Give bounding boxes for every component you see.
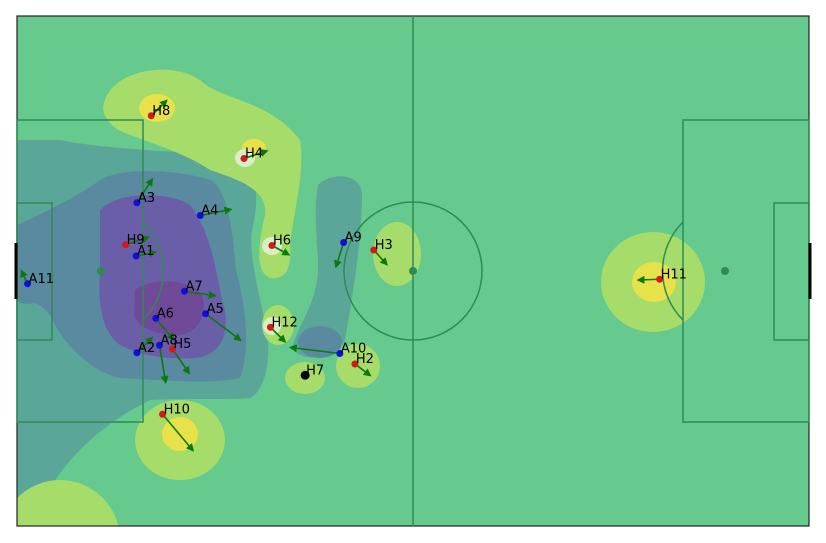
player-label-a6: A6 — [157, 306, 174, 321]
player-label-a2: A2 — [138, 341, 155, 356]
player-label-a4: A4 — [201, 204, 218, 219]
player-marker-h9 — [122, 241, 130, 249]
player-label-a3: A3 — [138, 191, 155, 206]
player-marker-a8 — [156, 341, 164, 349]
velocity-arrow-h8 — [150, 99, 168, 117]
player-label-h3: H3 — [375, 238, 393, 253]
player-label-a9: A9 — [345, 231, 362, 246]
player-label-a7: A7 — [185, 279, 202, 294]
player-marker-h10 — [159, 410, 167, 418]
velocity-arrow-h11 — [636, 275, 660, 284]
player-label-h10: H10 — [164, 402, 190, 417]
player-marker-h12 — [266, 323, 274, 331]
player-label-h7: H7 — [306, 363, 324, 378]
player-label-h5: H5 — [173, 337, 191, 352]
player-label-a1: A1 — [137, 244, 154, 259]
player-marker-a2 — [133, 349, 141, 357]
left-penalty-spot — [97, 267, 105, 275]
field-region-core — [134, 281, 204, 336]
right-penalty-spot — [721, 267, 729, 275]
player-label-a11: A11 — [29, 272, 54, 287]
player-marker-h3 — [370, 246, 378, 254]
field-region-bottom-left — [17, 480, 119, 526]
ball-marker — [300, 370, 310, 380]
player-label-h2: H2 — [356, 352, 374, 367]
velocity-arrow-a10 — [288, 344, 340, 355]
velocity-arrow-a3 — [136, 177, 154, 204]
velocity-arrow-a9 — [334, 242, 345, 269]
player-marker-h11 — [656, 275, 664, 283]
player-marker-a7 — [180, 287, 188, 295]
player-label-h11: H11 — [661, 267, 687, 282]
field-region-channel — [292, 176, 362, 358]
player-marker-h5 — [168, 345, 176, 353]
field-region-h8-h4 — [103, 69, 302, 279]
player-label-h9: H9 — [127, 233, 145, 248]
right-penalty-arc — [661, 221, 684, 321]
player-marker-a6 — [152, 314, 160, 322]
player-label-h6: H6 — [273, 234, 291, 249]
player-label-h12: H12 — [271, 315, 297, 330]
velocity-arrow-a8 — [158, 345, 169, 384]
player-marker-h8 — [147, 112, 155, 120]
player-marker-h6 — [268, 242, 276, 249]
velocity-arrow-a2 — [136, 336, 154, 354]
player-marker-h4 — [240, 155, 248, 162]
player-label-a10: A10 — [341, 342, 366, 357]
centre-spot — [409, 267, 417, 275]
players — [24, 112, 664, 418]
player-labels: H2 H3 H4 H5 H6 H7 H8 H9 H10 H11 H12 A1 A2 A3 A4 A5 A6 A7 A… — [29, 104, 687, 418]
velocity-arrow-h4 — [243, 149, 269, 160]
player-marker-a11 — [24, 280, 32, 288]
player-marker-a4 — [196, 212, 204, 219]
velocity-arrow-h9 — [125, 235, 151, 246]
left-penalty-arc — [142, 221, 165, 321]
velocity-arrow-a6 — [155, 317, 175, 341]
field-region-h3 — [373, 222, 421, 286]
velocity-arrow-a4 — [200, 206, 233, 217]
player-marker-a3 — [133, 199, 141, 207]
centre-circle — [343, 201, 483, 341]
player-marker-h2 — [351, 360, 359, 368]
player-label-h8: H8 — [152, 104, 170, 119]
velocity-arrow-h5 — [171, 348, 191, 375]
velocity-arrow-a7 — [184, 290, 217, 299]
velocity-arrow-h10 — [161, 413, 195, 452]
player-marker-a1 — [132, 252, 140, 260]
velocity-arrow-a5 — [205, 313, 242, 342]
player-label-a8: A8 — [161, 333, 178, 348]
player-label-a5: A5 — [207, 302, 224, 317]
player-marker-a9 — [340, 239, 348, 246]
player-marker-a5 — [202, 310, 210, 318]
player-label-h4: H4 — [245, 147, 263, 162]
player-marker-a10 — [336, 350, 344, 357]
